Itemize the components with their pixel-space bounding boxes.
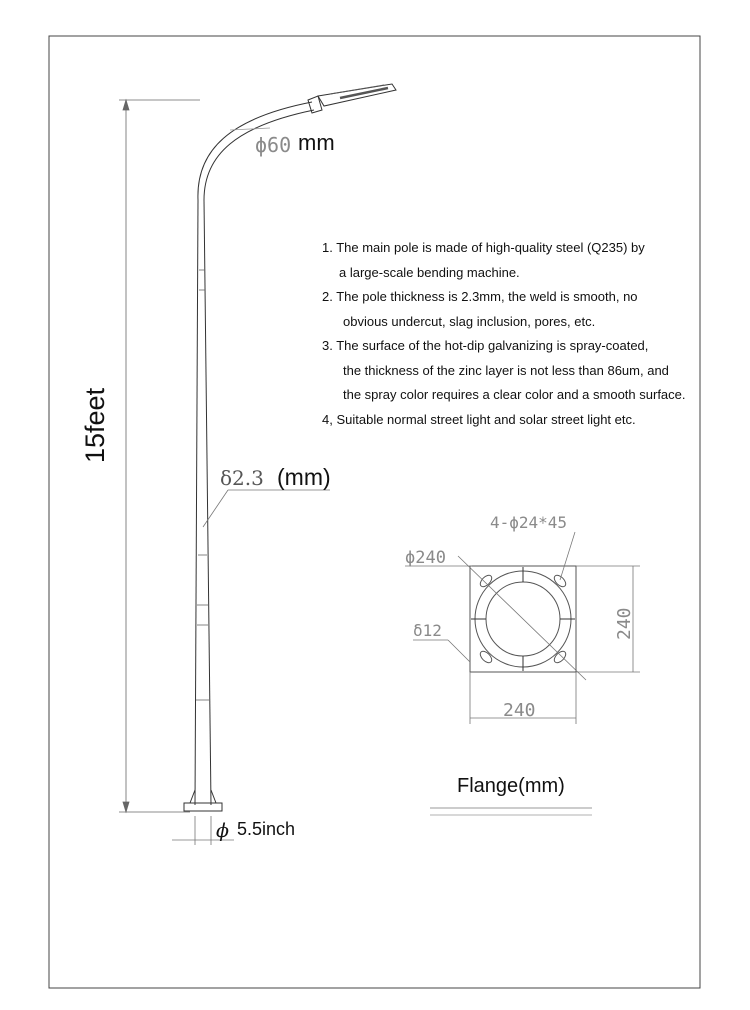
- arm-diameter-unit: mm: [298, 130, 335, 155]
- flange-height-label: 240: [614, 607, 635, 640]
- arm-diameter-symbol: ϕ60: [255, 133, 291, 157]
- thickness-unit: (mm): [277, 464, 331, 490]
- flange-circle-label: ϕ240: [405, 548, 446, 568]
- note-3-line-3: the spray color requires a clear color a…: [343, 387, 686, 402]
- pole-segment-marks: [196, 269, 209, 701]
- note-2-line-1: 2. The pole thickness is 2.3mm, the weld…: [322, 289, 638, 304]
- base-gusset-left: [189, 789, 196, 804]
- lamp-head: [307, 83, 397, 114]
- base-gusset-right: [210, 789, 217, 804]
- flange-width-label: 240: [503, 700, 536, 721]
- flange-title: Flange(mm): [457, 775, 565, 797]
- arm-leader: [229, 127, 271, 131]
- base-diameter-label: 5.5inch: [237, 819, 295, 839]
- note-4-line-1: 4, Suitable normal street light and sola…: [322, 411, 636, 427]
- flange-dimensions: [469, 565, 640, 724]
- flange-thickness-label: δ12: [413, 621, 442, 640]
- thickness-leader: [202, 489, 229, 528]
- flange-slots: [471, 567, 575, 671]
- flange-plate: [469, 565, 577, 673]
- pole-arm-inner: [203, 109, 315, 201]
- note-3-line-2: the thickness of the zinc layer is not l…: [343, 362, 669, 378]
- flange-holes-label: 4-ϕ24*45: [490, 513, 567, 532]
- flange-drawing: [405, 531, 587, 681]
- base-diameter-symbol: ϕ: [216, 820, 229, 842]
- height-dimension: [119, 98, 200, 814]
- drawing-border: [48, 35, 701, 989]
- pole-shaft-left: [194, 199, 199, 806]
- street-light-pole: [183, 101, 315, 812]
- flange-bolt-holes: [479, 574, 567, 664]
- specification-notes: 1. The main pole is made of high-quality…: [322, 236, 722, 432]
- note-1-line-1: 1. The main pole is made of high-quality…: [322, 240, 645, 255]
- height-label: 15feet: [80, 387, 110, 463]
- pole-base-plate: [183, 802, 223, 812]
- note-3-line-1: 3. The surface of the hot-dip galvanizin…: [322, 338, 649, 353]
- note-1-line-2: a large-scale bending machine.: [339, 264, 520, 280]
- base-width-dimension: [172, 816, 234, 845]
- note-2-line-2: obvious undercut, slag inclusion, pores,…: [343, 313, 596, 329]
- thickness-symbol: δ2.3: [220, 466, 264, 490]
- pole-shaft-right: [203, 199, 212, 806]
- pole-arm-outer: [197, 101, 313, 201]
